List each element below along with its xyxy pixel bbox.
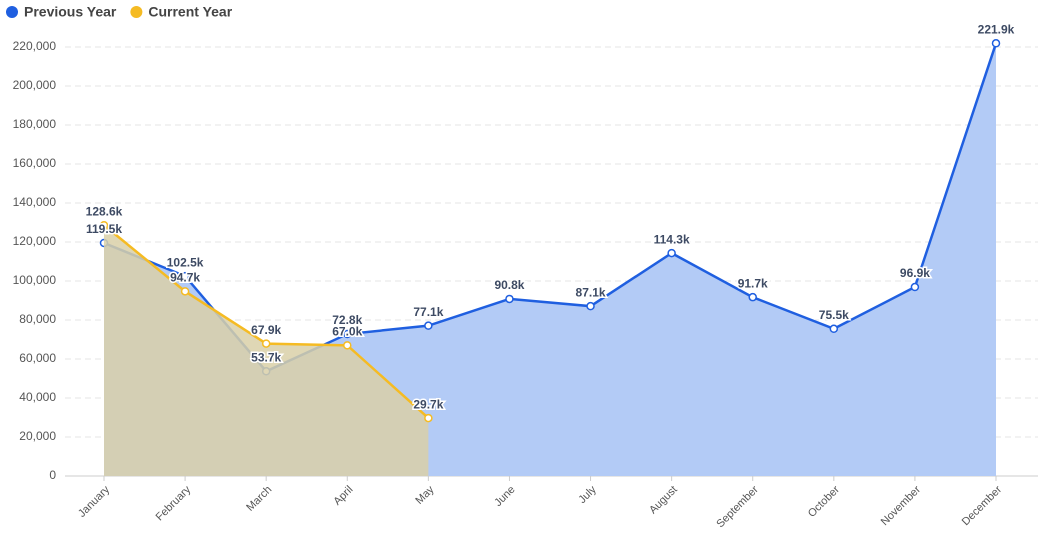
y-tick-label: 100,000 — [13, 273, 57, 287]
y-tick-label: 120,000 — [13, 234, 57, 248]
marker — [99, 220, 109, 230]
data-label: 53.7k — [251, 350, 281, 364]
data-label: 221.9k — [978, 22, 1015, 36]
legend-label: Current Year — [148, 4, 232, 20]
data-label: 77.1k — [413, 305, 443, 319]
data-label: 94.7k — [170, 271, 200, 285]
marker — [586, 301, 595, 311]
marker — [829, 324, 839, 334]
marker — [343, 329, 352, 339]
marker — [424, 413, 433, 423]
legend-marker — [130, 6, 143, 18]
y-tick-label: 160,000 — [13, 156, 57, 170]
data-label: 119.5k — [86, 222, 122, 236]
data-label: 102.5k — [167, 255, 204, 269]
x-tick-label: May — [413, 483, 437, 507]
data-label: 29.7k — [413, 397, 443, 411]
y-tick-label: 0 — [49, 468, 56, 482]
y-tick-label: 200,000 — [13, 78, 57, 92]
marker — [910, 282, 920, 292]
data-label: 96.9k — [900, 266, 930, 280]
data-label: 67.0k — [332, 325, 362, 339]
data-label: 114.3k — [654, 232, 690, 246]
marker — [180, 287, 190, 296]
marker — [261, 339, 271, 348]
y-tick-label: 220,000 — [13, 39, 57, 53]
x-tick-label: December — [960, 483, 1005, 528]
y-tick-label: 140,000 — [13, 195, 57, 209]
legend-label: Previous Year — [24, 4, 117, 20]
marker — [991, 39, 1001, 48]
x-tick-label: October — [806, 483, 842, 519]
area — [104, 225, 429, 476]
x-tick-label: November — [879, 483, 924, 528]
y-tick-label: 40,000 — [19, 390, 56, 404]
y-tick-label: 80,000 — [19, 312, 56, 326]
marker — [667, 248, 676, 258]
data-label: 87.1k — [576, 285, 606, 299]
y-tick-label: 60,000 — [19, 351, 56, 365]
marker — [424, 321, 433, 330]
x-tick-label: April — [331, 484, 355, 508]
y-tick-label: 180,000 — [13, 117, 57, 131]
x-tick-label: July — [576, 483, 599, 506]
y-tick-label: 20,000 — [19, 429, 56, 443]
x-tick-label: March — [244, 484, 274, 514]
data-label: 75.5k — [819, 308, 849, 322]
x-tick-label: February — [154, 483, 194, 523]
x-tick-label: August — [647, 484, 680, 517]
marker — [180, 271, 190, 281]
data-label: 90.8k — [494, 278, 524, 292]
legend-marker — [6, 6, 18, 18]
marker — [748, 292, 757, 302]
x-tick-label: June — [492, 484, 517, 509]
marker — [505, 294, 514, 304]
data-label: 128.6k — [86, 204, 123, 218]
data-label: 67.9k — [251, 323, 281, 337]
marker — [343, 341, 352, 350]
x-tick-label: January — [76, 483, 113, 520]
data-label: 72.8k — [332, 313, 362, 327]
data-label: 91.7k — [738, 276, 768, 290]
x-tick-label: September — [714, 483, 761, 530]
